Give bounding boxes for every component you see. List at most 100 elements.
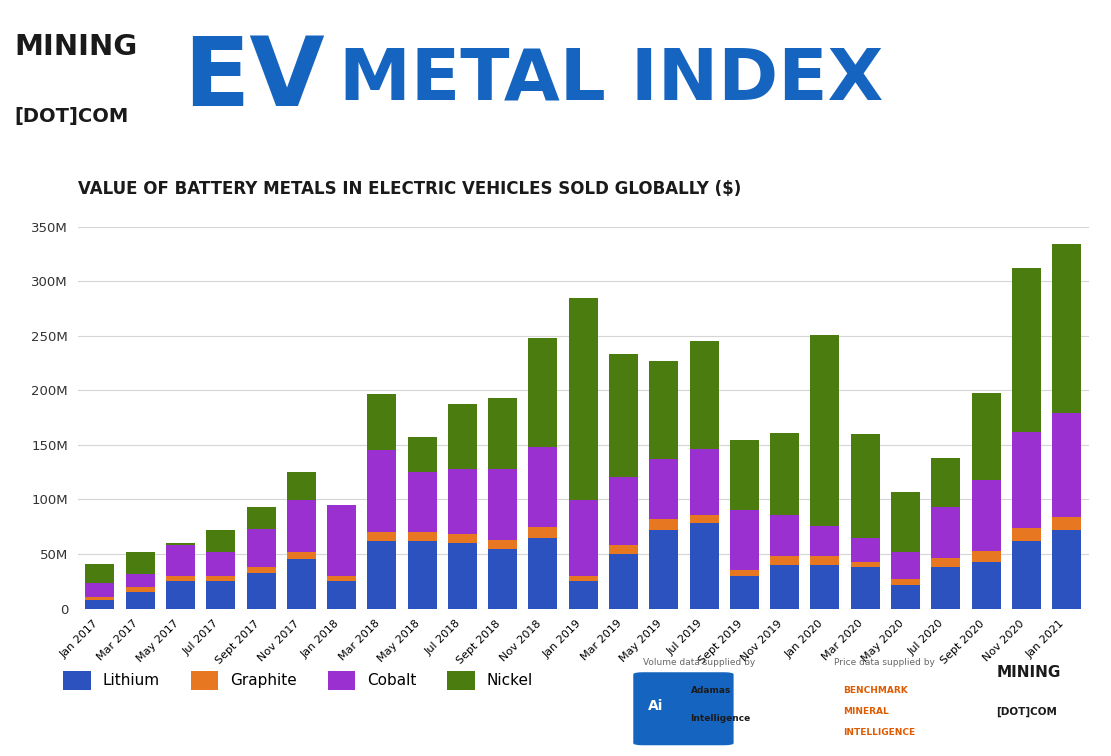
Bar [126, 552, 154, 574]
Bar [690, 449, 719, 515]
Bar [488, 469, 518, 540]
Bar [690, 342, 719, 449]
Bar [86, 584, 114, 596]
Text: Volume data supplied by: Volume data supplied by [643, 658, 755, 668]
Bar [247, 572, 276, 609]
Bar [851, 562, 880, 567]
Bar [609, 355, 638, 476]
Bar [891, 492, 920, 552]
Bar [1052, 530, 1081, 609]
Bar [971, 551, 1001, 562]
Bar [1012, 541, 1041, 609]
Bar [690, 523, 719, 609]
Bar [408, 437, 437, 472]
Bar [609, 554, 638, 609]
Bar [327, 581, 357, 609]
Bar [810, 565, 840, 609]
Bar [649, 361, 679, 459]
Bar [166, 576, 196, 581]
Bar [247, 567, 276, 572]
Bar [891, 584, 920, 609]
Bar [891, 579, 920, 584]
Bar [810, 556, 840, 565]
Bar [488, 549, 518, 609]
Text: Adamas: Adamas [691, 686, 731, 695]
Text: BENCHMARK: BENCHMARK [843, 686, 908, 695]
Bar [649, 519, 679, 530]
Bar [368, 532, 397, 541]
Bar [327, 505, 357, 576]
Bar [408, 541, 437, 609]
Bar [448, 469, 477, 534]
Bar [609, 476, 638, 545]
Bar [529, 338, 558, 447]
Bar [529, 447, 558, 527]
Bar [368, 541, 397, 609]
Bar [166, 545, 196, 576]
Bar [971, 480, 1001, 551]
Text: MINING: MINING [14, 33, 138, 60]
Bar [931, 458, 960, 507]
Text: Intelligence: Intelligence [691, 714, 751, 723]
Text: Price data supplied by: Price data supplied by [834, 658, 934, 668]
Bar [770, 565, 799, 609]
Bar [770, 515, 799, 556]
Bar [488, 398, 518, 469]
Bar [931, 507, 960, 559]
Bar [851, 567, 880, 609]
Text: METAL INDEX: METAL INDEX [339, 45, 883, 114]
Bar [529, 538, 558, 609]
Bar [126, 587, 154, 592]
Bar [287, 559, 316, 609]
Bar [569, 500, 598, 576]
Bar [891, 552, 920, 579]
Bar [569, 298, 598, 500]
Bar [730, 510, 759, 570]
Bar [971, 562, 1001, 609]
Bar [448, 404, 477, 469]
Text: VALUE OF BATTERY METALS IN ELECTRIC VEHICLES SOLD GLOBALLY ($): VALUE OF BATTERY METALS IN ELECTRIC VEHI… [78, 181, 741, 198]
Bar [529, 527, 558, 538]
Bar [488, 540, 518, 549]
Bar [408, 532, 437, 541]
Bar [730, 439, 759, 510]
Bar [408, 472, 437, 532]
Bar [287, 472, 316, 500]
FancyBboxPatch shape [633, 672, 733, 745]
Bar [207, 581, 236, 609]
Bar [287, 500, 316, 552]
Text: Ai: Ai [648, 699, 663, 713]
Bar [126, 574, 154, 587]
Bar [327, 576, 357, 581]
Bar [86, 596, 114, 600]
Bar [851, 434, 880, 538]
Legend: Lithium, Graphite, Cobalt, Nickel: Lithium, Graphite, Cobalt, Nickel [63, 671, 533, 689]
Bar [287, 552, 316, 559]
Bar [730, 570, 759, 576]
Bar [649, 530, 679, 609]
Bar [448, 543, 477, 609]
Bar [569, 581, 598, 609]
Text: MINERAL: MINERAL [843, 707, 889, 716]
Bar [770, 556, 799, 565]
Bar [1012, 432, 1041, 528]
Text: INTELLIGENCE: INTELLIGENCE [843, 728, 915, 737]
Bar [207, 530, 236, 552]
Bar [1052, 414, 1081, 517]
Bar [569, 576, 598, 581]
Bar [207, 552, 236, 576]
Text: [DOT]COM: [DOT]COM [997, 706, 1058, 717]
Text: [DOT]COM: [DOT]COM [14, 107, 129, 126]
Bar [1012, 528, 1041, 541]
Bar [810, 335, 840, 525]
Bar [770, 433, 799, 515]
Bar [851, 538, 880, 562]
Bar [730, 576, 759, 609]
Bar [368, 394, 397, 451]
Bar [207, 576, 236, 581]
Bar [448, 534, 477, 543]
Text: EV: EV [183, 33, 324, 126]
Bar [1012, 268, 1041, 432]
Bar [126, 592, 154, 609]
Bar [931, 559, 960, 567]
